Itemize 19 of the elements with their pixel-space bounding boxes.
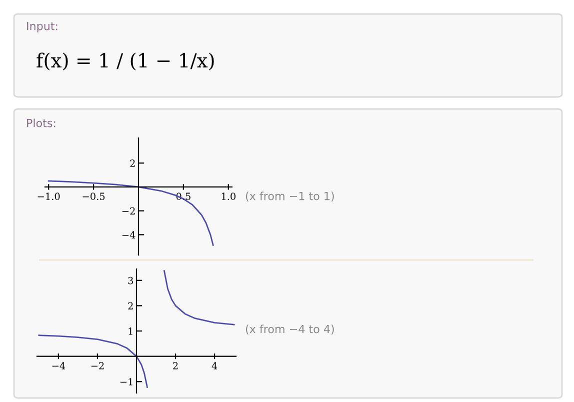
x-tick-label: −4 — [52, 362, 66, 370]
text: (x from −1 to 1) — [246, 192, 334, 202]
y-tick-label: 3 — [128, 276, 133, 284]
x-tick-label: 1.0 — [222, 192, 236, 200]
y-tick-label: 1 — [128, 327, 132, 335]
y-tick-label: 2 — [130, 160, 135, 167]
x-tick-label: −2 — [91, 362, 104, 370]
text: Plots: — [27, 118, 56, 128]
x-tick-label: 4 — [212, 362, 218, 370]
y-tick-label: 2 — [128, 302, 133, 310]
x-tick-label: 2 — [173, 362, 178, 370]
y-tick-label: −1 — [120, 378, 132, 386]
text: (x from −4 to 4) — [246, 324, 334, 335]
y-tick-label: −4 — [122, 231, 136, 238]
x-tick-label: −0.5 — [82, 192, 105, 200]
text: f(x) = 1 / (1 − 1/x) — [36, 52, 214, 70]
text: Input: — [27, 22, 58, 32]
x-tick-label: −1.0 — [38, 192, 60, 200]
y-tick-label: −2 — [122, 207, 135, 215]
